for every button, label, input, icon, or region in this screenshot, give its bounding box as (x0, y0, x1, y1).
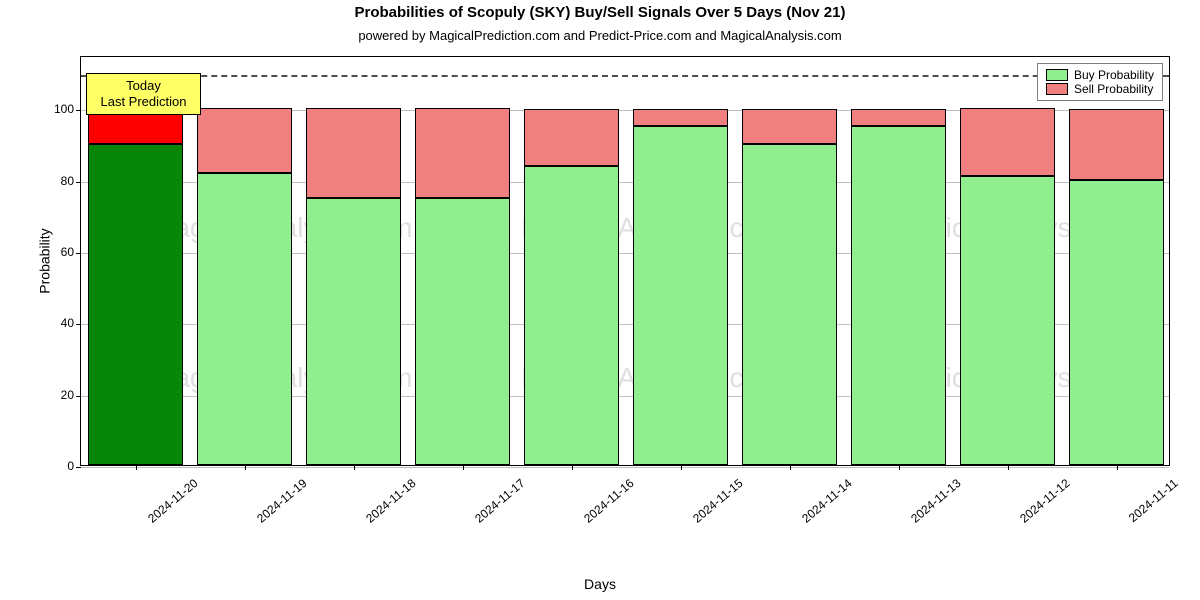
bar-group (960, 108, 1056, 465)
bar-sell (306, 108, 402, 197)
bar-sell (524, 109, 620, 166)
xtick-mark (681, 465, 682, 470)
ytick-mark (76, 182, 81, 183)
bar-sell (742, 109, 838, 145)
bar-buy (524, 166, 620, 465)
plot-area: MagicalAnalysis.comMagicalAnalysis.comMa… (80, 56, 1170, 466)
bar-group (633, 109, 729, 466)
bar-group (524, 109, 620, 466)
xtick-mark (463, 465, 464, 470)
xtick-mark (245, 465, 246, 470)
bar-buy (1069, 180, 1165, 465)
legend-swatch (1046, 83, 1068, 95)
bar-buy (88, 144, 184, 465)
bar-group (742, 109, 838, 466)
ytick-mark (76, 396, 81, 397)
bar-sell (197, 108, 293, 172)
ytick-label: 60 (14, 245, 74, 259)
annotation-line1: Today (97, 78, 191, 94)
reference-line (81, 75, 1169, 77)
bar-group (306, 108, 402, 465)
legend: Buy ProbabilitySell Probability (1037, 63, 1163, 101)
ytick-label: 0 (14, 459, 74, 473)
bar-buy (633, 126, 729, 465)
bar-buy (197, 173, 293, 465)
annotation-line2: Last Prediction (97, 94, 191, 110)
xtick-mark (572, 465, 573, 470)
legend-item: Sell Probability (1046, 82, 1154, 96)
bar-group (1069, 109, 1165, 466)
xtick-mark (136, 465, 137, 470)
ytick-mark (76, 110, 81, 111)
ytick-mark (76, 324, 81, 325)
chart-subtitle: powered by MagicalPrediction.com and Pre… (0, 28, 1200, 43)
bar-sell (415, 108, 511, 197)
xtick-mark (1008, 465, 1009, 470)
bar-group (851, 109, 947, 466)
ytick-label: 40 (14, 316, 74, 330)
bar-group (415, 108, 511, 465)
x-axis-label: Days (0, 576, 1200, 592)
legend-label: Sell Probability (1074, 82, 1153, 96)
ytick-label: 20 (14, 388, 74, 402)
bar-sell (960, 108, 1056, 176)
annotation-today: TodayLast Prediction (86, 73, 202, 116)
chart-title: Probabilities of Scopuly (SKY) Buy/Sell … (0, 4, 1200, 21)
legend-label: Buy Probability (1074, 68, 1154, 82)
y-axis-label: Probability (37, 228, 53, 293)
bar-group (197, 108, 293, 465)
ytick-label: 80 (14, 174, 74, 188)
bar-sell (1069, 109, 1165, 180)
legend-swatch (1046, 69, 1068, 81)
bar-sell (633, 109, 729, 127)
bar-group (88, 109, 184, 466)
bar-buy (415, 198, 511, 465)
xtick-mark (899, 465, 900, 470)
bar-sell (851, 109, 947, 127)
bar-buy (742, 144, 838, 465)
legend-item: Buy Probability (1046, 68, 1154, 82)
bar-buy (851, 126, 947, 465)
xtick-mark (1117, 465, 1118, 470)
xtick-mark (790, 465, 791, 470)
ytick-mark (76, 467, 81, 468)
bar-buy (306, 198, 402, 465)
ytick-mark (76, 253, 81, 254)
ytick-label: 100 (14, 102, 74, 116)
bar-buy (960, 176, 1056, 465)
xtick-mark (354, 465, 355, 470)
